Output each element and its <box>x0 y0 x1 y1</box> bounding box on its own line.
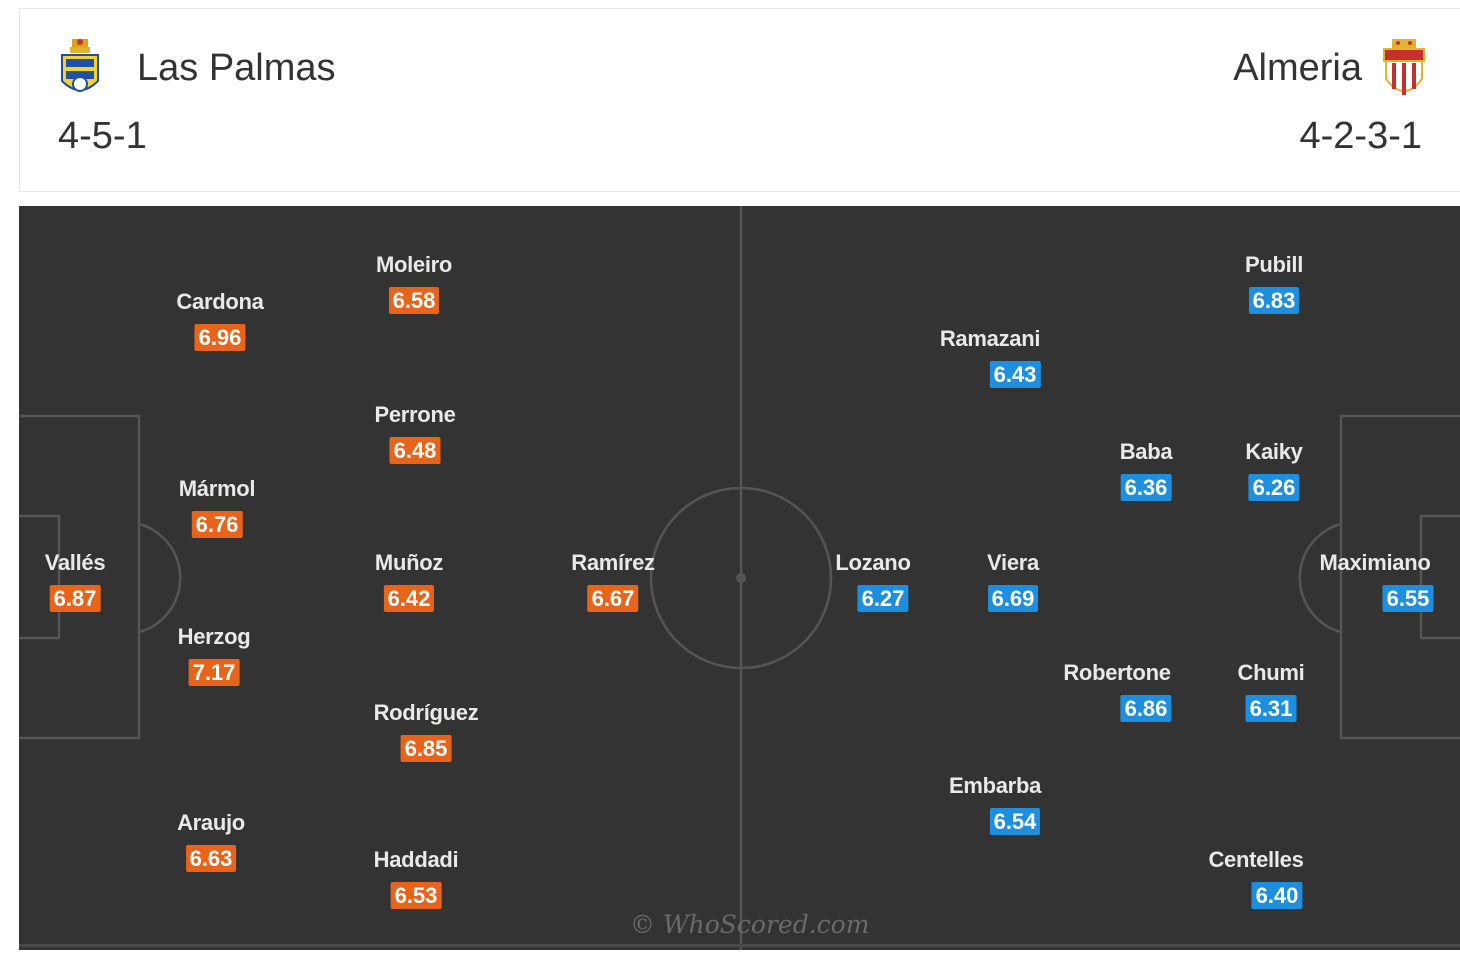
player-name: Chumi <box>1237 660 1305 685</box>
player-lozano[interactable]: Lozano 6.27 <box>835 550 911 612</box>
player-rating: 6.36 <box>1120 474 1172 501</box>
player-chumi[interactable]: Chumi 6.31 <box>1238 660 1305 722</box>
player-name: Haddadi <box>373 847 459 872</box>
player-rating: 6.85 <box>400 735 452 762</box>
player-rating: 6.69 <box>987 585 1039 612</box>
player-rating: 6.83 <box>1248 287 1300 314</box>
player-centelles[interactable]: Centelles 6.40 <box>1208 847 1304 909</box>
player-rating: 6.76 <box>191 511 243 538</box>
player-viera[interactable]: Viera 6.69 <box>987 550 1039 612</box>
player-rating: 6.86 <box>1120 695 1172 722</box>
pitch <box>19 206 1460 950</box>
player-name: Vallés <box>44 550 106 575</box>
player-name: Lozano <box>835 550 911 575</box>
player-rating: 6.26 <box>1248 474 1300 501</box>
player-rating: 6.40 <box>1251 882 1303 909</box>
home-team-name[interactable]: Las Palmas <box>137 47 336 89</box>
player-ramazani[interactable]: Ramazani 6.43 <box>940 326 1040 388</box>
pitch-markings <box>19 206 1460 950</box>
player-munoz[interactable]: Muñoz 6.42 <box>375 550 443 612</box>
player-name: Baba <box>1119 439 1173 464</box>
player-rating: 6.96 <box>194 324 246 351</box>
player-name: Moleiro <box>375 252 453 277</box>
match-header: Las Palmas 4-5-1 Almeria 4-2-3-1 <box>19 8 1460 192</box>
player-perrone[interactable]: Perrone 6.48 <box>374 402 456 464</box>
player-moleiro[interactable]: Moleiro 6.58 <box>376 252 452 314</box>
away-team-name[interactable]: Almeria <box>1233 47 1362 89</box>
player-rating: 6.43 <box>989 361 1041 388</box>
player-rating: 6.54 <box>989 808 1041 835</box>
pitch-bottom-border <box>19 944 1460 947</box>
player-name: Araujo <box>177 810 245 835</box>
player-name: Ramazani <box>939 326 1041 351</box>
player-robertone[interactable]: Robertone 6.86 <box>1063 660 1172 722</box>
player-araujo[interactable]: Araujo 6.63 <box>177 810 245 872</box>
player-name: Kaiky <box>1245 439 1303 464</box>
player-name: Viera <box>987 550 1039 575</box>
player-name: Herzog <box>177 624 251 649</box>
player-baba[interactable]: Baba 6.36 <box>1120 439 1173 501</box>
player-ramirez[interactable]: Ramírez 6.67 <box>571 550 655 612</box>
player-rating: 6.31 <box>1245 695 1297 722</box>
watermark: © WhoScored.com <box>630 910 870 939</box>
player-maximiano[interactable]: Maximiano 6.55 <box>1319 550 1434 612</box>
player-rating: 6.58 <box>388 287 440 314</box>
player-name: Pubill <box>1244 252 1304 277</box>
player-name: Centelles <box>1208 847 1304 872</box>
player-rating: 6.87 <box>49 585 101 612</box>
player-name: Embarba <box>948 773 1042 798</box>
player-name: Robertone <box>1063 660 1171 685</box>
almeria-crest-icon <box>1383 39 1425 95</box>
player-cardona[interactable]: Cardona 6.96 <box>176 289 264 351</box>
player-rating: 7.17 <box>188 659 240 686</box>
las-palmas-crest-icon <box>61 39 99 92</box>
player-name: Cardona <box>176 289 264 314</box>
player-pubill[interactable]: Pubill 6.83 <box>1245 252 1303 314</box>
player-rating: 6.42 <box>383 585 435 612</box>
player-rating: 6.63 <box>185 845 237 872</box>
away-formation: 4-2-3-1 <box>1299 115 1423 157</box>
player-embarba[interactable]: Embarba 6.54 <box>949 773 1041 835</box>
home-formation: 4-5-1 <box>58 115 147 157</box>
player-rodriguez[interactable]: Rodríguez 6.85 <box>374 700 479 762</box>
player-valles[interactable]: Vallés 6.87 <box>45 550 106 612</box>
player-name: Perrone <box>374 402 456 427</box>
player-name: Rodríguez <box>373 700 479 725</box>
player-name: Mármol <box>178 476 256 501</box>
player-rating: 6.27 <box>857 585 909 612</box>
player-marmol[interactable]: Mármol 6.76 <box>178 476 256 538</box>
player-haddadi[interactable]: Haddadi 6.53 <box>374 847 459 909</box>
player-rating: 6.67 <box>587 585 639 612</box>
player-name: Ramírez <box>571 550 655 575</box>
player-name: Maximiano <box>1319 550 1431 575</box>
player-rating: 6.55 <box>1382 585 1434 612</box>
player-rating: 6.53 <box>390 882 442 909</box>
player-rating: 6.48 <box>389 437 441 464</box>
player-herzog[interactable]: Herzog 7.17 <box>178 624 251 686</box>
player-name: Muñoz <box>374 550 444 575</box>
player-kaiky[interactable]: Kaiky 6.26 <box>1245 439 1303 501</box>
